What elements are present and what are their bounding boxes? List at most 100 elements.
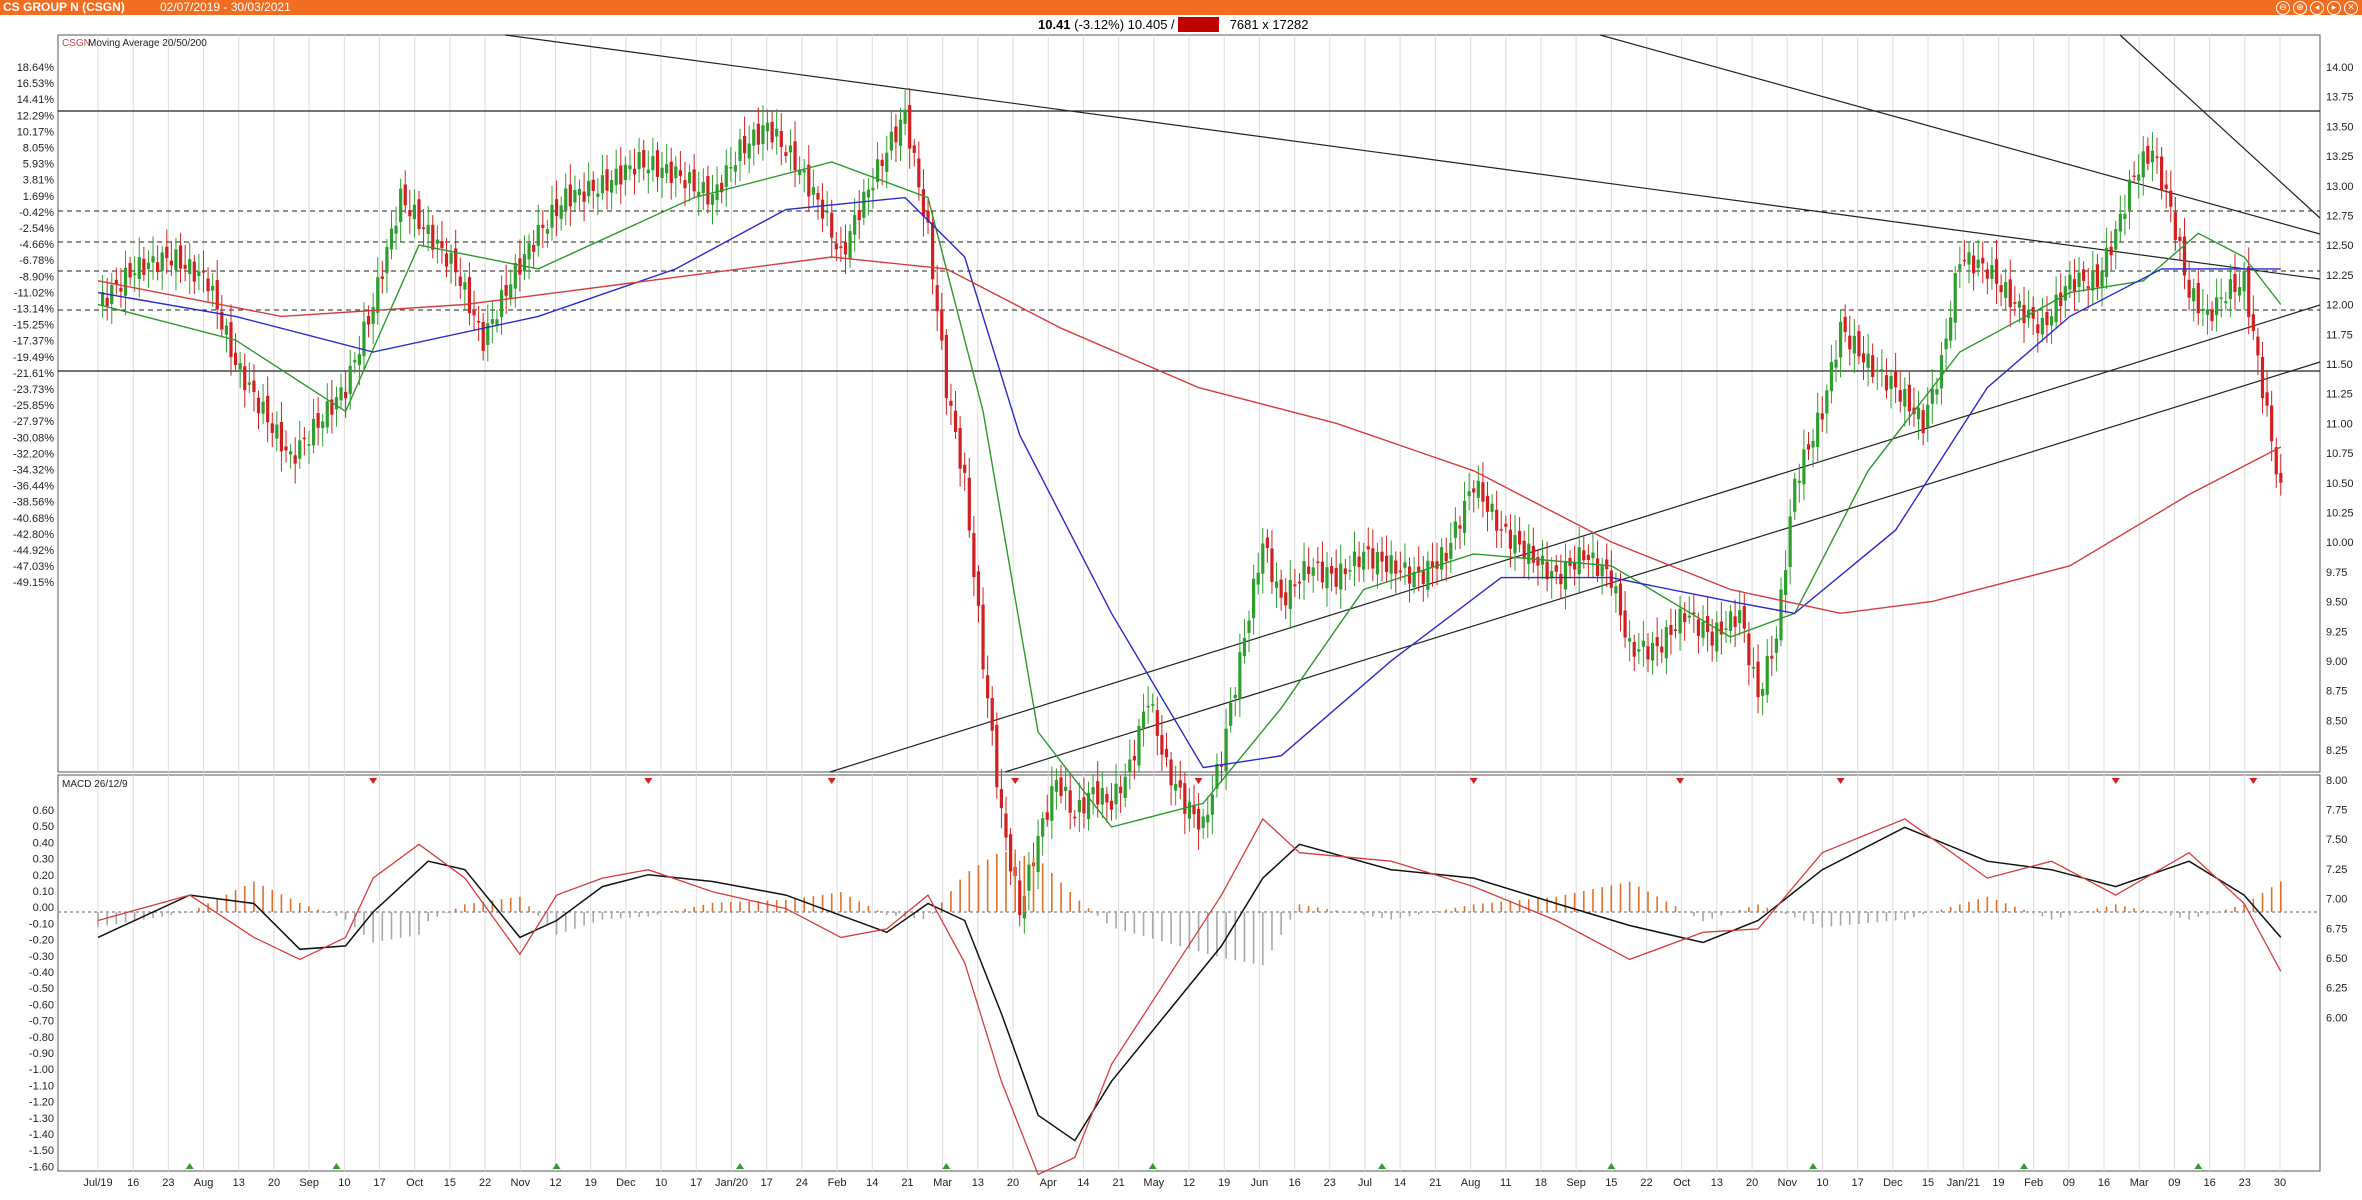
candle-body bbox=[1027, 864, 1031, 891]
candle-body bbox=[1421, 570, 1425, 585]
candle-body bbox=[1935, 389, 1939, 395]
macd-histogram-bar bbox=[1234, 912, 1237, 961]
macd-histogram-bar bbox=[1830, 912, 1833, 927]
macd-histogram-bar bbox=[2142, 910, 2145, 912]
candle-body bbox=[114, 279, 118, 285]
candle-body bbox=[1779, 589, 1783, 641]
zoom-in-icon[interactable]: ⊕ bbox=[2293, 1, 2307, 15]
candle-body bbox=[215, 280, 219, 310]
macd-histogram-bar bbox=[124, 912, 127, 923]
macd-histogram-bar bbox=[1720, 912, 1723, 916]
candle-body bbox=[1641, 640, 1646, 647]
candle-body bbox=[1857, 331, 1861, 357]
macd-histogram-bar bbox=[876, 910, 879, 912]
candle-body bbox=[1733, 616, 1737, 627]
percent-axis-tick-label: 3.81% bbox=[23, 175, 54, 187]
candle-body bbox=[1747, 633, 1751, 666]
candle-body bbox=[1128, 759, 1132, 773]
candle-body bbox=[467, 277, 472, 314]
date-range[interactable]: 02/07/2019 - 30/03/2021 bbox=[160, 0, 291, 14]
candle-body bbox=[1045, 812, 1049, 820]
candle-body bbox=[687, 172, 692, 184]
candle-body bbox=[903, 109, 907, 124]
candle-body bbox=[1683, 613, 1687, 623]
candle-body bbox=[1715, 622, 1719, 652]
macd-histogram-bar bbox=[399, 912, 402, 938]
candle-body bbox=[444, 253, 449, 267]
macd-histogram-bar bbox=[445, 912, 448, 913]
x-axis-tick-label: 23 bbox=[2239, 1177, 2251, 1189]
candle-body bbox=[2150, 150, 2155, 163]
macd-histogram-bar bbox=[739, 901, 741, 912]
candle-body bbox=[1430, 561, 1435, 568]
candle-body bbox=[449, 253, 453, 264]
macd-histogram-bar bbox=[1500, 901, 1503, 912]
candle-body bbox=[2118, 213, 2122, 232]
candle-body bbox=[1284, 592, 1288, 606]
candle-body bbox=[1490, 503, 1494, 512]
candle-body bbox=[2114, 229, 2118, 250]
candle-body bbox=[1944, 338, 1948, 350]
sell-signal-marker bbox=[369, 778, 378, 784]
macd-histogram-bar bbox=[161, 912, 164, 917]
candle-body bbox=[2228, 279, 2232, 300]
macd-histogram-bar bbox=[1317, 907, 1319, 912]
macd-histogram-bar bbox=[1839, 912, 1842, 926]
candle-body bbox=[1375, 552, 1380, 575]
candle-body bbox=[495, 319, 499, 325]
candle-body bbox=[100, 292, 105, 306]
candle-body bbox=[1302, 561, 1306, 581]
percent-axis-tick-label: -27.97% bbox=[13, 416, 54, 428]
candle-body bbox=[2182, 236, 2187, 276]
candle-body bbox=[564, 188, 568, 211]
candle-body bbox=[211, 285, 215, 291]
candle-body bbox=[499, 290, 504, 318]
candle-body bbox=[2095, 264, 2099, 288]
macd-histogram-bar bbox=[1610, 885, 1613, 912]
macd-histogram-bar bbox=[188, 912, 191, 913]
price-axis-tick-label: 8.50 bbox=[2326, 715, 2347, 727]
macd-histogram-bar bbox=[1729, 912, 1732, 913]
macd-histogram-bar bbox=[1032, 857, 1035, 912]
candle-body bbox=[1426, 560, 1430, 590]
scroll-left-icon[interactable]: ◂ bbox=[2310, 1, 2324, 15]
macd-histogram-bar bbox=[2050, 912, 2053, 920]
macd-histogram-bar bbox=[1372, 912, 1374, 917]
x-axis-tick-label: 11 bbox=[1500, 1177, 1511, 1189]
x-axis-tick-label: 16 bbox=[2098, 1177, 2110, 1189]
macd-histogram-bar bbox=[1179, 912, 1182, 947]
macd-histogram-bar bbox=[509, 898, 512, 912]
candle-body bbox=[623, 164, 627, 181]
percent-axis-tick-label: 8.05% bbox=[23, 143, 54, 155]
candle-body bbox=[1930, 388, 1934, 404]
candle-body bbox=[2008, 279, 2012, 308]
macd-histogram-bar bbox=[491, 900, 494, 912]
candle-body bbox=[1756, 661, 1760, 698]
candle-body bbox=[2100, 271, 2104, 287]
zoom-out-icon[interactable]: ⊖ bbox=[2276, 1, 2290, 15]
macd-histogram-bar bbox=[1161, 912, 1163, 942]
candle-body bbox=[1371, 548, 1375, 569]
macd-histogram-bar bbox=[1197, 912, 1200, 952]
x-axis-tick-label: 16 bbox=[127, 1177, 139, 1189]
price-axis-tick-label: 13.75 bbox=[2326, 92, 2354, 104]
candle-body bbox=[967, 477, 971, 531]
candle-body bbox=[440, 241, 444, 249]
close-icon[interactable]: ✕ bbox=[2344, 1, 2358, 15]
candle-body bbox=[353, 359, 357, 363]
candle-body bbox=[866, 189, 871, 198]
x-axis-tick-label: 20 bbox=[1746, 1177, 1758, 1189]
candle-body bbox=[1169, 759, 1173, 786]
percent-axis-tick-label: -30.08% bbox=[13, 432, 54, 444]
candle-body bbox=[591, 179, 595, 191]
candle-body bbox=[1096, 781, 1100, 805]
candle-body bbox=[2233, 274, 2237, 292]
x-axis-tick-label: Jan/21 bbox=[1947, 1177, 1980, 1189]
candle-body bbox=[2247, 266, 2251, 318]
scroll-right-icon[interactable]: ▸ bbox=[2327, 1, 2341, 15]
x-axis-tick-label: 09 bbox=[2063, 1177, 2075, 1189]
macd-histogram-bar bbox=[1683, 911, 1686, 912]
candle-body bbox=[949, 400, 953, 406]
candle-body bbox=[2077, 272, 2081, 287]
